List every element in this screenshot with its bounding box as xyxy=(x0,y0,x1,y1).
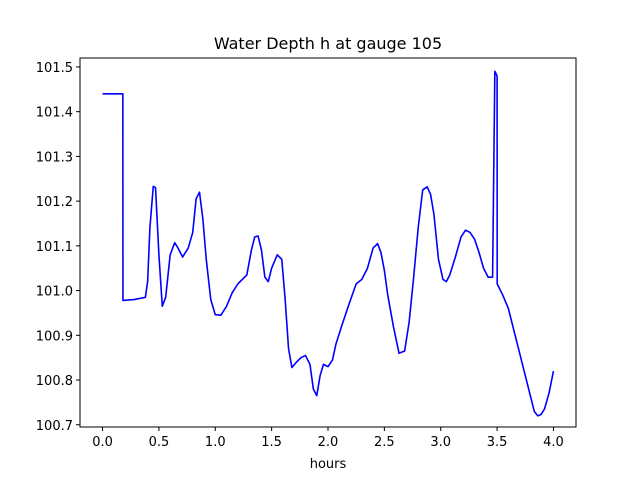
plot-frame xyxy=(79,57,577,428)
x-tick-label: 1.0 xyxy=(205,435,226,450)
y-axis: 100.7 100.8 100.9 101.0 101.1 101.2 101.3 101.4… xyxy=(36,61,80,434)
y-tick-label: 101.4 xyxy=(36,106,73,121)
y-tick-label: 100.8 xyxy=(36,374,73,389)
chart-title: Water Depth h at gauge 105 xyxy=(214,34,442,53)
x-tick-label: 3.0 xyxy=(430,435,451,450)
y-tick-label: 100.7 xyxy=(36,419,73,434)
x-axis: 0.0 0.5 1.0 1.5 2.0 2.5 3.0 3.5 4.0 xyxy=(92,427,564,450)
x-tick-label: 0.5 xyxy=(149,435,170,450)
y-tick-label: 101.5 xyxy=(36,61,73,76)
y-tick-label: 100.9 xyxy=(36,329,73,344)
series-line xyxy=(102,70,555,417)
y-tick-label: 101.3 xyxy=(36,150,73,165)
plot-area xyxy=(102,70,555,417)
x-tick-label: 4.0 xyxy=(543,435,564,450)
x-tick-label: 1.5 xyxy=(261,435,282,450)
x-tick-label: 0.0 xyxy=(92,435,113,450)
y-tick-label: 101.2 xyxy=(36,195,73,210)
x-axis-label: hours xyxy=(310,457,347,472)
y-tick-label: 101.1 xyxy=(36,240,73,255)
y-tick-label: 101.0 xyxy=(36,285,73,300)
x-tick-label: 2.0 xyxy=(318,435,339,450)
x-tick-label: 2.5 xyxy=(374,435,395,450)
x-tick-label: 3.5 xyxy=(487,435,508,450)
